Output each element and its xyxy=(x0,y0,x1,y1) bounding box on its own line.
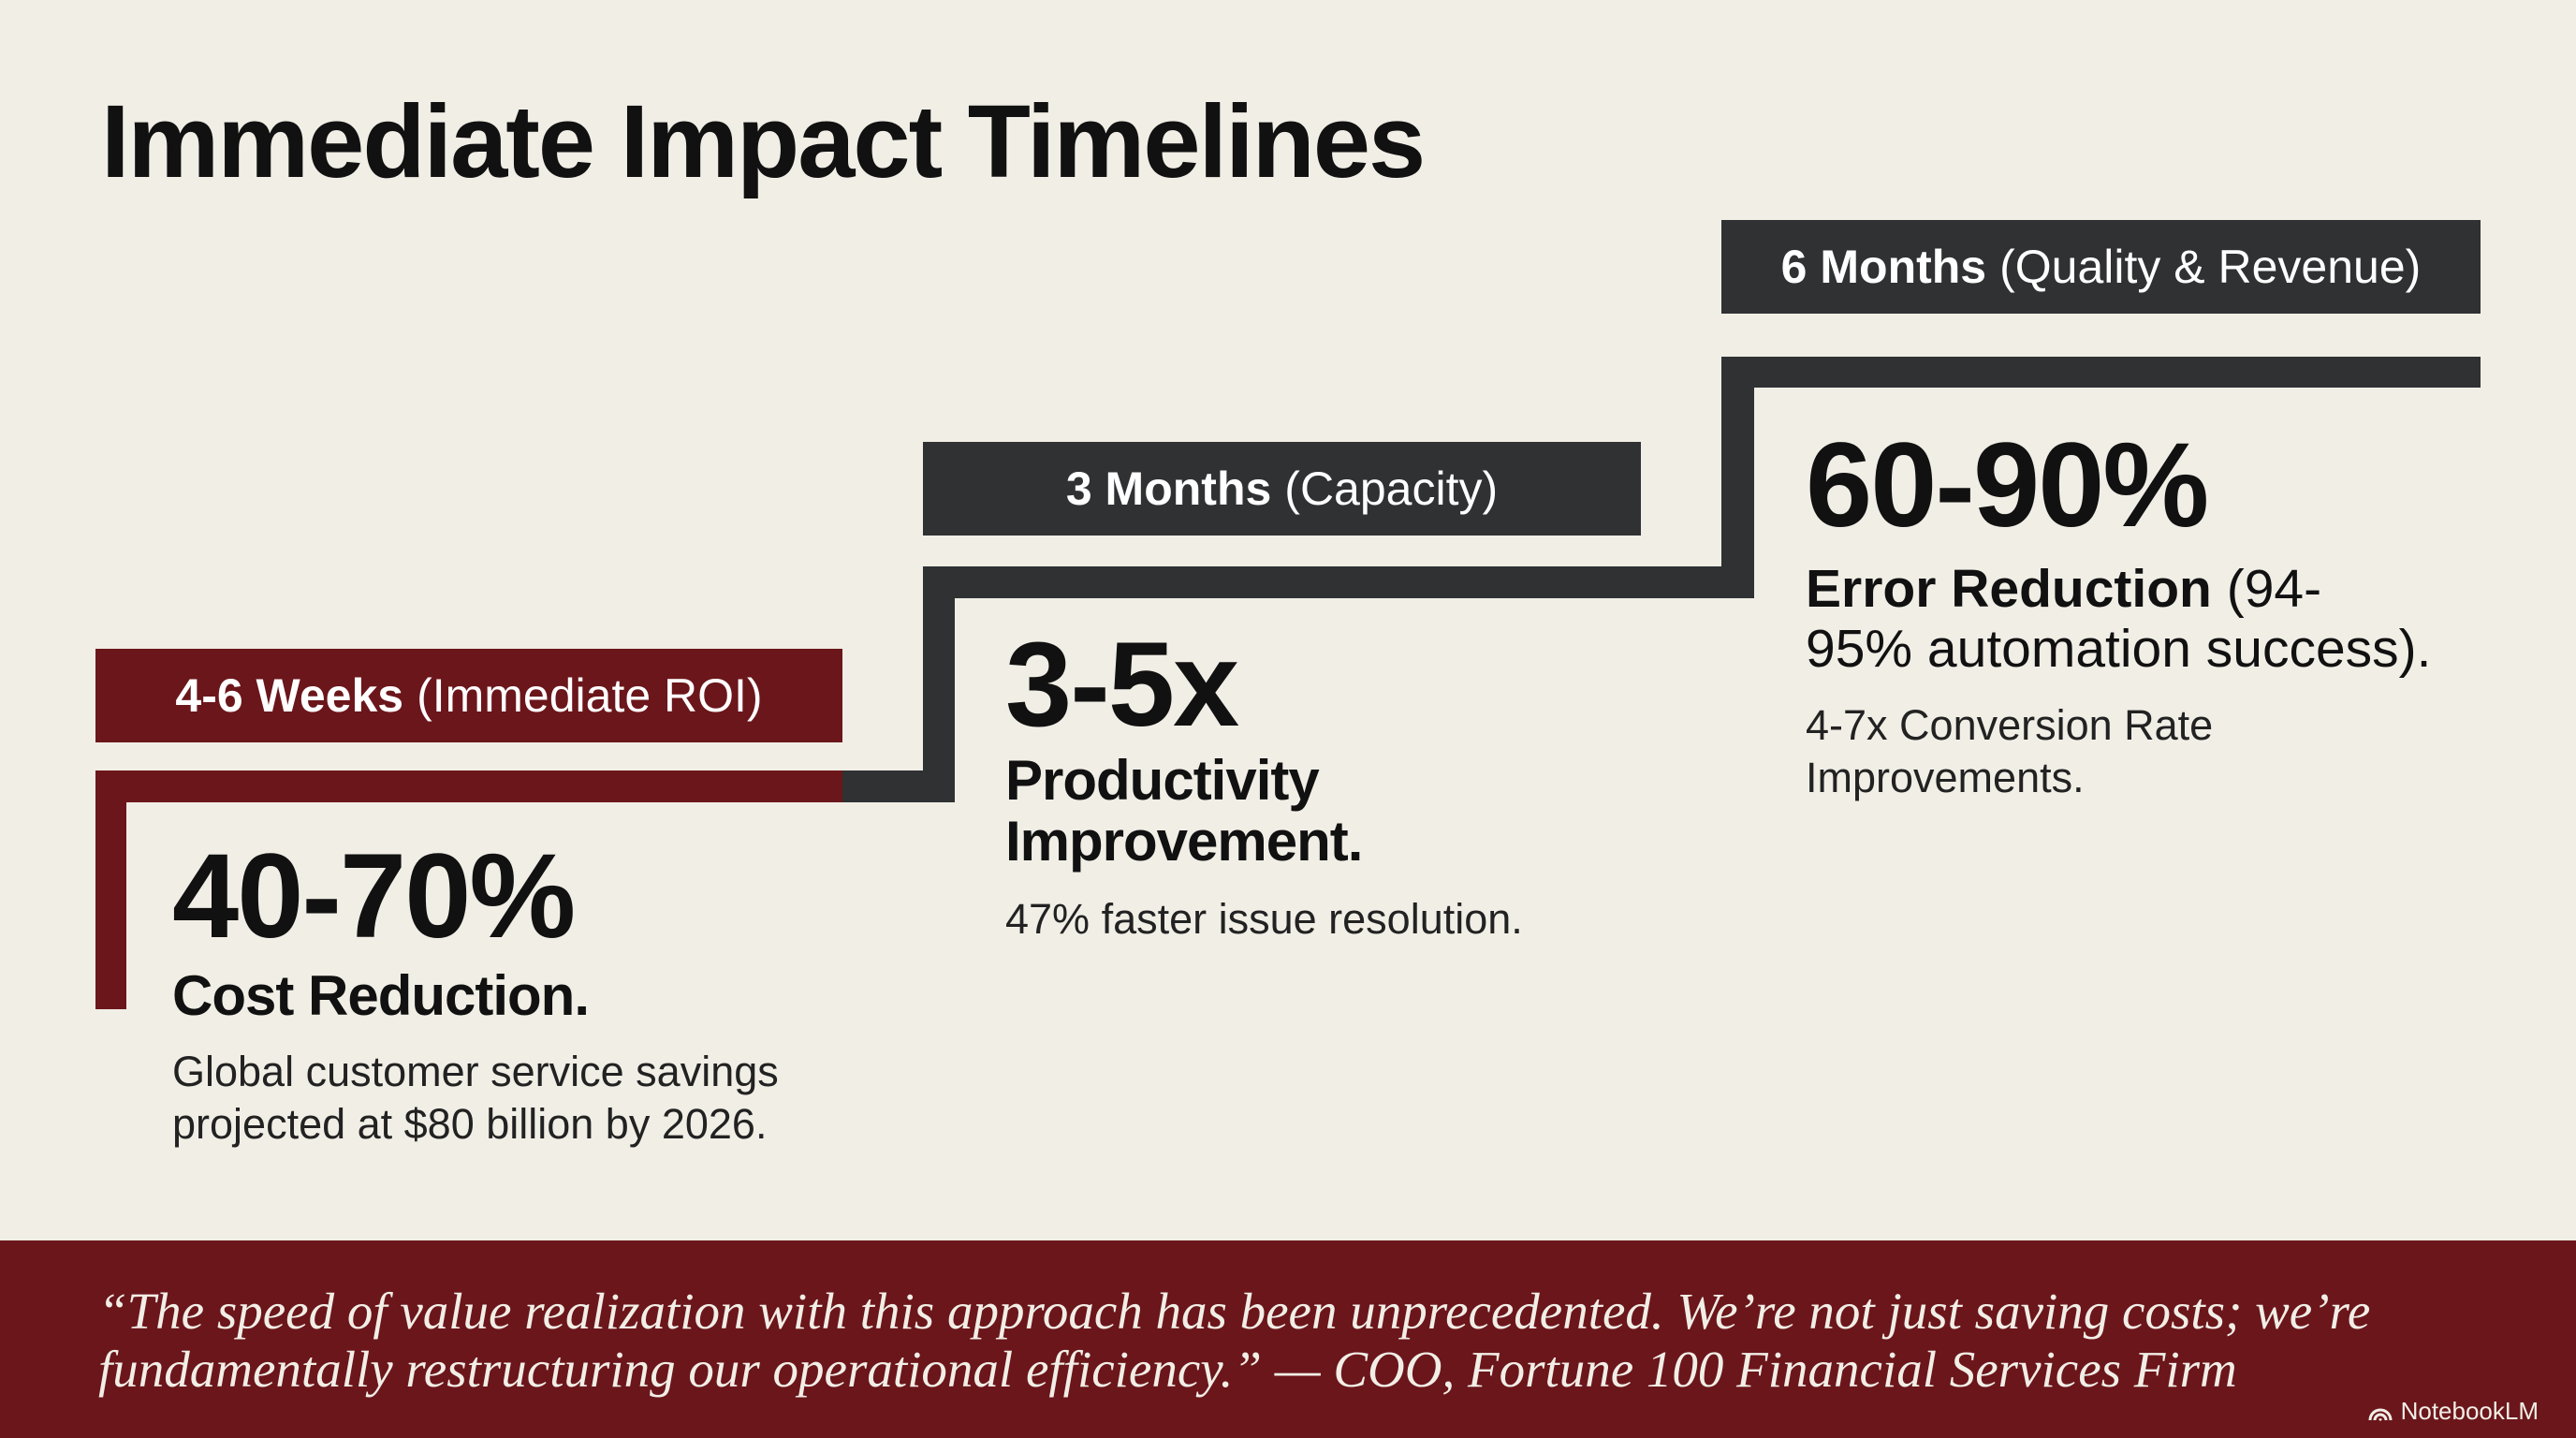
stage-1-theme: (Immediate ROI) xyxy=(417,669,763,722)
stage-1-content: 40-70% Cost Reduction. Global customer s… xyxy=(172,837,779,1151)
headline-line2: 95% automation success). xyxy=(1806,619,2432,679)
headline-bold: Error Reduction xyxy=(1806,559,2212,619)
detail-line: projected at $80 billion by 2026. xyxy=(172,1100,768,1149)
stage-1-headline: Cost Reduction. xyxy=(172,964,590,1027)
stage-2-headline: Productivity Improvement. xyxy=(1005,749,1523,873)
stage-1-details: Global customer service savings projecte… xyxy=(172,1046,779,1152)
headline-rest: (94- xyxy=(2226,559,2322,619)
step-3-bar xyxy=(1721,357,2481,388)
quote-line: “The speed of value realization with thi… xyxy=(98,1283,2371,1340)
stage-2-label: 3 Months (Capacity) xyxy=(923,442,1641,536)
stage-3-content: 60-90% Error Reduction (94- 95% automati… xyxy=(1806,426,2432,804)
step-2-riser xyxy=(923,566,955,802)
headline-line: Improvement. xyxy=(1005,809,1363,873)
stage-2-metric: 3-5x xyxy=(1005,618,1239,752)
headline-line: Productivity xyxy=(1005,749,1320,812)
stage-1-label: 4-6 Weeks (Immediate ROI) xyxy=(95,649,842,742)
stage-3-label: 6 Months (Quality & Revenue) xyxy=(1721,220,2481,314)
step-2-bar xyxy=(923,566,1754,598)
notebooklm-logo-icon xyxy=(2368,1408,2393,1421)
stage-3-headline: Error Reduction (94- 95% automation succ… xyxy=(1806,559,2432,679)
stage-1-period: 4-6 Weeks xyxy=(175,669,404,722)
detail-line: Global customer service savings xyxy=(172,1047,779,1095)
stage-3-theme: (Quality & Revenue) xyxy=(1999,241,2422,293)
brand-name: NotebookLM xyxy=(2400,1397,2539,1425)
step-1-riser xyxy=(95,770,126,1009)
stage-1-metric: 40-70% xyxy=(172,829,576,963)
stage-3-metric: 60-90% xyxy=(1806,418,2209,552)
stage-2-content: 3-5x Productivity Improvement. 47% faste… xyxy=(1005,625,1523,946)
stage-2-theme: (Capacity) xyxy=(1284,462,1499,515)
page-title: Immediate Impact Timelines xyxy=(101,84,1426,199)
step-3-riser xyxy=(1721,357,1754,598)
detail-line: Improvements. xyxy=(1806,754,2085,801)
detail-line: 4-7x Conversion Rate xyxy=(1806,701,2214,749)
stage-2-period: 3 Months xyxy=(1065,462,1272,515)
stage-2-details: 47% faster issue resolution. xyxy=(1005,894,1523,943)
stage-3-details: 4-7x Conversion Rate Improvements. xyxy=(1806,699,2432,804)
quote-footer xyxy=(0,1240,2576,1438)
testimonial-quote: “The speed of value realization with thi… xyxy=(98,1283,2532,1399)
quote-line: fundamentally restructuring our operatio… xyxy=(98,1341,2237,1398)
step-1-bar xyxy=(95,770,842,802)
stage-3-period: 6 Months xyxy=(1780,241,1987,293)
brand-watermark: NotebookLM xyxy=(2367,1397,2539,1426)
